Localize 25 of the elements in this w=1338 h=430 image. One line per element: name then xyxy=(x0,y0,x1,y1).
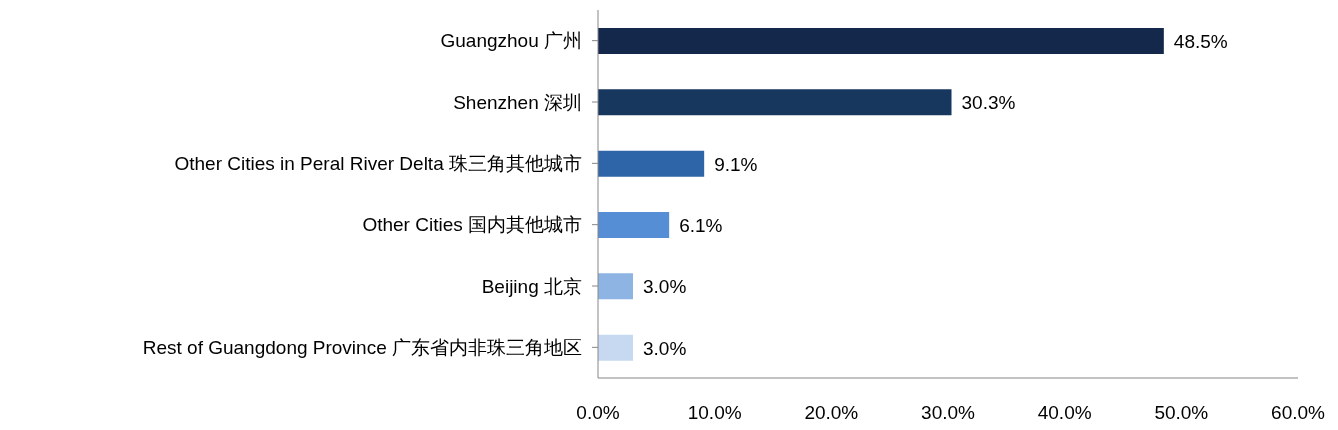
data-label: 9.1% xyxy=(714,153,758,175)
y-tick-label: Other Cities 国内其他城市 xyxy=(362,214,582,236)
x-tick-label: 10.0% xyxy=(687,402,742,424)
y-tick-label: Shenzhen 深圳 xyxy=(453,91,582,113)
data-label: 3.0% xyxy=(643,337,687,359)
x-tick-label: 0.0% xyxy=(576,402,620,424)
y-tick-label: Rest of Guangdong Province 广东省内非珠三角地区 xyxy=(142,337,582,359)
bar xyxy=(598,212,670,238)
bar xyxy=(598,89,952,116)
data-label: 48.5% xyxy=(1173,31,1228,52)
x-tick-label: 60.0% xyxy=(1271,402,1326,424)
x-tick-label: 30.0% xyxy=(921,402,976,424)
data-label: 3.0% xyxy=(643,276,687,298)
bar xyxy=(598,334,633,361)
y-tick-label: Other Cities in Peral River Delta 珠三角其他城市 xyxy=(174,153,582,175)
x-tick-label: 50.0% xyxy=(1154,402,1209,424)
x-tick-label: 40.0% xyxy=(1037,402,1092,424)
bar xyxy=(598,28,1164,54)
x-tick-label: 20.0% xyxy=(804,402,859,424)
bar xyxy=(598,273,633,300)
bar xyxy=(598,150,705,177)
data-label: 30.3% xyxy=(961,92,1016,114)
data-label: 6.1% xyxy=(679,215,723,236)
y-tick-label: Guangzhou 广州 xyxy=(440,30,582,52)
y-tick-label: Beijing 北京 xyxy=(481,275,582,297)
